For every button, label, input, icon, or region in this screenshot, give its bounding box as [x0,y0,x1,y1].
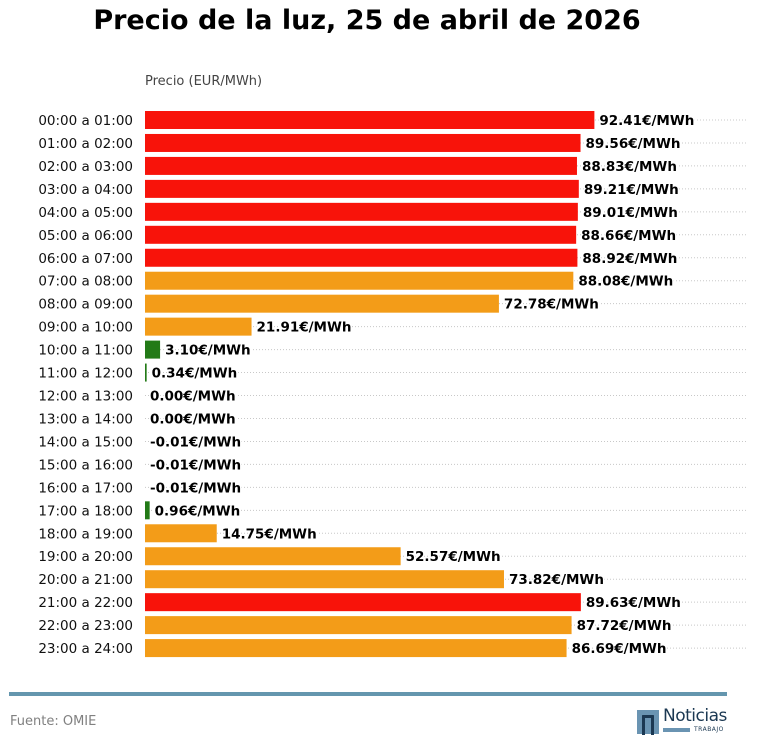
category-label: 12:00 a 13:00 [38,389,133,405]
category-label: 09:00 a 10:00 [38,320,133,336]
value-label: 89.21€/MWh [584,182,679,198]
value-label: -0.01€/MWh [150,480,241,496]
category-label: 10:00 a 11:00 [38,343,133,359]
bar [145,363,147,382]
bar [145,317,252,336]
bar [145,248,578,267]
value-label: 14.75€/MWh [222,526,317,542]
value-label: 21.91€/MWh [257,320,352,336]
logo-subtitle: TRABAJO [694,726,724,733]
bar [145,202,578,221]
value-label: -0.01€/MWh [150,457,241,473]
bar [145,225,577,244]
category-label: 00:00 a 01:00 [38,113,133,129]
bar [145,111,595,129]
bar-chart: 00:00 a 01:00 92.41€/MWh 01:00 a 02:00 89.5… [38,111,748,659]
value-label: 72.78€/MWh [504,297,599,313]
value-label: 88.66€/MWh [581,228,676,244]
value-label: 0.96€/MWh [155,503,241,519]
category-label: 05:00 a 06:00 [38,228,133,244]
bar [145,179,579,198]
bar [145,639,567,658]
category-label: 19:00 a 20:00 [38,549,133,565]
value-label: 0.00€/MWh [150,411,236,427]
bar [145,593,581,612]
category-label: 06:00 a 07:00 [38,251,133,267]
category-label: 11:00 a 12:00 [38,366,133,382]
logo-accent-bar [663,728,690,732]
x-axis-title: Precio (EUR/MWh) [145,74,263,89]
value-label: 73.82€/MWh [509,572,604,588]
category-label: 13:00 a 14:00 [38,411,133,427]
footer-divider [9,692,727,696]
category-label: 03:00 a 04:00 [38,182,133,198]
category-label: 16:00 a 17:00 [38,480,133,496]
value-label: 52.57€/MWh [406,549,501,565]
category-label: 14:00 a 15:00 [38,434,133,450]
value-label: 92.41€/MWh [599,113,694,129]
category-label: 02:00 a 03:00 [38,159,133,175]
category-label: 21:00 a 22:00 [38,595,133,611]
value-label: 87.72€/MWh [577,618,672,634]
value-label: 3.10€/MWh [165,343,251,359]
category-label: 15:00 a 16:00 [38,457,133,473]
value-label: 89.56€/MWh [586,136,681,152]
value-label: 86.69€/MWh [572,641,667,657]
category-label: 07:00 a 08:00 [38,274,133,290]
value-label: 88.83€/MWh [582,159,677,175]
bar [145,616,572,635]
logo-wordmark: Noticias [663,706,727,726]
value-label: 0.34€/MWh [152,366,238,382]
category-label: 04:00 a 05:00 [38,205,133,221]
bar [145,570,504,589]
category-label: 20:00 a 21:00 [38,572,133,588]
brand-logo: Noticias TRABAJO [637,706,729,735]
bar [145,524,217,543]
bar [145,156,577,175]
value-label: -0.01€/MWh [150,434,241,450]
logo-n-icon [637,710,659,735]
bar [145,547,401,566]
value-label: 88.92€/MWh [582,251,677,267]
category-label: 23:00 a 24:00 [38,641,133,657]
value-label: 88.08€/MWh [578,274,673,290]
bar [145,294,499,313]
category-label: 18:00 a 19:00 [38,526,133,542]
chart-title: Precio de la luz, 25 de abril de 2026 [93,5,641,36]
category-label: 17:00 a 18:00 [38,503,133,519]
bar [145,501,150,520]
category-label: 01:00 a 02:00 [38,136,133,152]
source-note: Fuente: OMIE [10,714,97,729]
value-label: 89.63€/MWh [586,595,681,611]
category-label: 22:00 a 23:00 [38,618,133,634]
bar [145,271,574,290]
category-label: 08:00 a 09:00 [38,297,133,313]
bar [145,340,161,359]
value-label: 0.00€/MWh [150,389,236,405]
bar [145,133,581,152]
value-label: 89.01€/MWh [583,205,678,221]
